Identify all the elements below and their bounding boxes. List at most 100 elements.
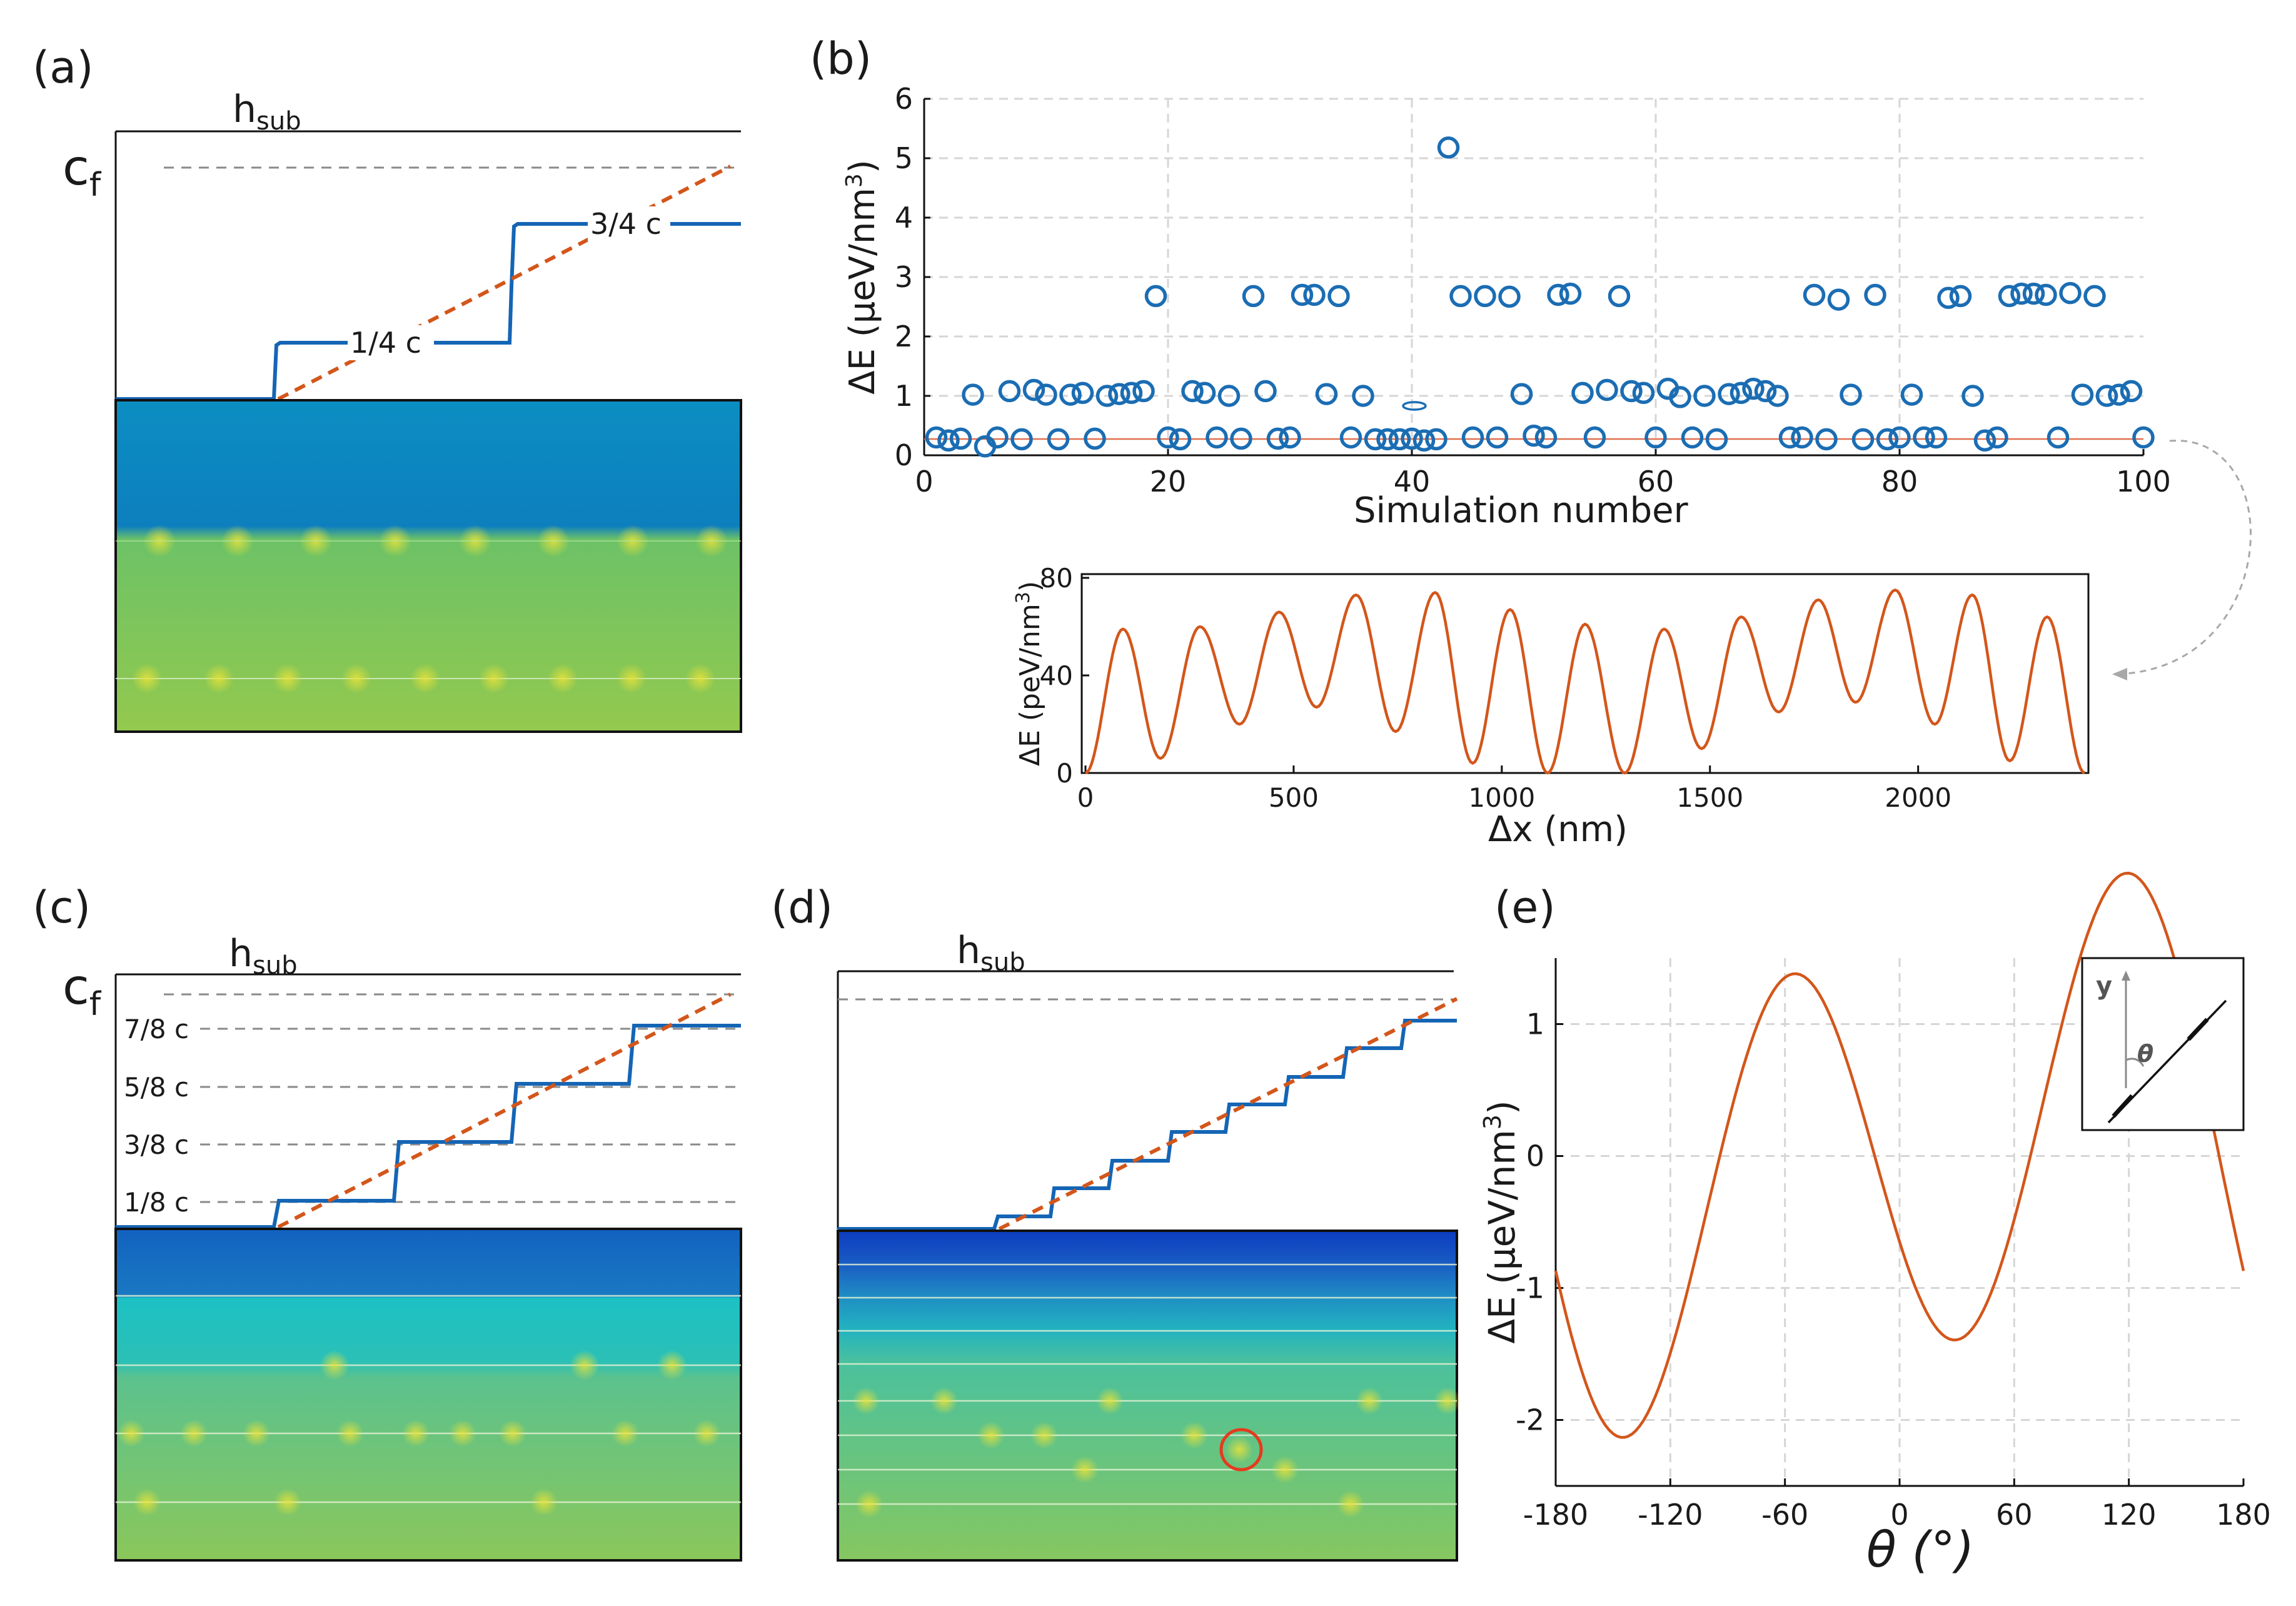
b-data-point (1596, 378, 1618, 402)
b-zoom-arrow-head (2112, 668, 2127, 680)
c-dislocations (118, 1350, 720, 1516)
b-data-point (1705, 428, 1728, 451)
panel-e: 1 0 -1 -2 -180 -120 -60 0 60 120 180 θ (°) ΔE (μe… (1479, 871, 2271, 1578)
b-data-points (925, 136, 2155, 458)
b-data-point (1291, 283, 1314, 306)
b-data-point (998, 380, 1021, 403)
b-data-point (1206, 426, 1228, 449)
e-curve (1554, 871, 2245, 1439)
b-y-axis-label: ΔE (μeV/nm3) (842, 159, 883, 394)
b-data-point (2071, 383, 2094, 406)
a-h-label: hsub (233, 88, 301, 136)
b-data-point (1412, 429, 1436, 452)
e-y-tick-label: 1 (1526, 1008, 1544, 1041)
b-data-point (2132, 426, 2155, 449)
a-step-label-2: 3/4 c (590, 207, 662, 241)
e-inset-y-label: y (2096, 972, 2112, 1001)
panel-label-c: (c) (33, 882, 91, 933)
e-y-tick-label: 0 (1526, 1139, 1544, 1173)
c-h-label: hsub (229, 932, 298, 980)
b-data-point (1949, 285, 1972, 308)
e-inset-schematic: y θ (2081, 957, 2245, 1131)
b-inset-x-tick-label: 1500 (1676, 782, 1743, 813)
b-inset-x-tick-label: 0 (1077, 782, 1094, 813)
b-data-point (2120, 380, 2143, 403)
panel-d: hsub (837, 929, 1461, 1562)
b-data-point (1144, 285, 1167, 308)
b-data-point (1973, 429, 1996, 452)
b-data-point (1718, 383, 1740, 405)
b-y-tick-label: 0 (895, 438, 913, 472)
b-inset-x-tick-label: 500 (1269, 782, 1319, 813)
b-y-tick-label: 2 (895, 320, 913, 353)
b-inset-x-axis-label: Δx (nm) (1488, 809, 1628, 850)
c-ideal-slope-line (277, 992, 732, 1229)
panel-label-d: (d) (771, 882, 833, 933)
b-x-tick-label: 0 (915, 465, 933, 498)
b-inset-frame (1080, 573, 2090, 774)
b-data-point (1961, 385, 1984, 407)
b-data-point (1108, 383, 1130, 405)
b-data-point (1327, 285, 1350, 308)
b-data-point (1986, 426, 2008, 449)
b-data-point (1474, 285, 1496, 308)
b-data-point (1169, 428, 1192, 451)
b-data-point (1510, 383, 1533, 405)
panel-label-a: (a) (33, 42, 94, 93)
b-data-point (1217, 385, 1241, 407)
a-dislocation-row-upper (116, 525, 741, 557)
b-data-point (1851, 428, 1875, 451)
b-data-point (2047, 426, 2070, 449)
e-x-tick-label: 60 (1996, 1498, 2033, 1532)
b-data-point (1498, 285, 1521, 308)
b-data-point (2095, 385, 2118, 407)
b-data-point (1181, 380, 1204, 403)
b-data-point (1132, 380, 1155, 403)
b-data-point (1254, 380, 1277, 403)
b-data-point (1632, 381, 1655, 405)
b-inset-x-tick-label: 1000 (1468, 782, 1535, 813)
b-data-point (1571, 381, 1594, 405)
d-dislocations (852, 1387, 1461, 1518)
b-data-point (1303, 283, 1326, 306)
e-x-tick-label: -120 (1638, 1498, 1703, 1532)
b-data-point (1742, 377, 1765, 400)
c-strain-field-map (114, 1228, 742, 1562)
panel-a: hsub cf 1/4 c 3/4 c (63, 88, 742, 733)
b-data-point (986, 426, 1009, 449)
b-data-point (1401, 427, 1423, 450)
b-data-point (1279, 426, 1301, 449)
b-data-point (962, 383, 984, 406)
panel-label-b: (b) (810, 33, 872, 84)
b-data-point (1998, 285, 2021, 308)
b-data-point (2059, 281, 2082, 305)
e-y-ticks: 1 0 -1 -2 (1516, 1008, 1563, 1437)
b-small-marker (1402, 401, 1427, 411)
e-x-tick-label: 120 (2102, 1498, 2157, 1532)
b-y-ticks: 0 1 2 3 4 5 6 (895, 82, 930, 472)
b-data-point (1913, 426, 1935, 449)
a-ideal-slope-line (277, 164, 732, 401)
b-data-point (1095, 385, 1119, 407)
b-data-point (1864, 283, 1886, 306)
b-data-point (1876, 428, 1899, 451)
b-data-point (1376, 428, 1399, 451)
b-data-point (949, 427, 972, 450)
c-level-label-2: 5/8 c (124, 1072, 189, 1103)
b-data-point (1266, 427, 1289, 450)
e-x-tick-label: -180 (1523, 1498, 1588, 1532)
b-data-point (2010, 282, 2033, 305)
b-inset-x-tick-label: 2000 (1885, 782, 1951, 813)
b-data-point (1766, 385, 1789, 407)
c-interfaces (116, 1295, 741, 1503)
panel-b: 0 1 2 3 4 5 6 0 20 40 60 80 100 Simulation number Δ… (842, 82, 2252, 850)
b-data-point (1010, 428, 1033, 451)
b-data-point (1608, 285, 1631, 308)
b-data-point (1803, 283, 1826, 306)
b-data-point (1730, 381, 1753, 405)
b-data-point (1242, 285, 1265, 308)
b-data-point (1754, 380, 1777, 403)
b-data-point (1193, 381, 1216, 405)
b-data-point (1230, 427, 1252, 450)
